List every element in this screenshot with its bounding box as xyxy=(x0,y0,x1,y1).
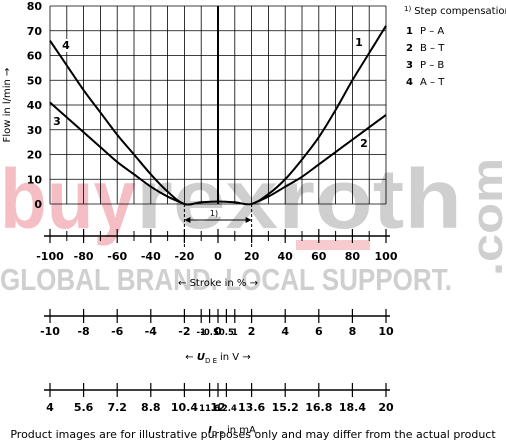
curve xyxy=(49,40,219,206)
watermark-slogan: GLOBAL BRAND. LOCAL SUPPORT. xyxy=(0,262,452,297)
x-axis-label: ← Stroke in % → xyxy=(178,278,258,289)
y-tick-label: 60 xyxy=(27,50,43,63)
x-tick-label: -2 xyxy=(178,325,190,338)
x-tick-label: 20 xyxy=(244,250,260,263)
label-part: in V → xyxy=(220,352,251,363)
legend-number: 2 xyxy=(406,43,413,54)
x-tick-label: 16.8 xyxy=(305,401,332,414)
x-tick-label: 4 xyxy=(46,401,54,414)
label-part: ← xyxy=(185,352,193,363)
legend-marker: 1) xyxy=(404,5,411,13)
legend-number: 1 xyxy=(406,26,413,37)
watermark-brand: rexroth xyxy=(136,152,462,246)
label-subscript: D E xyxy=(205,357,217,365)
x-tick-label: -4 xyxy=(145,325,158,338)
x-tick-label: 12.4 xyxy=(216,404,237,414)
x-tick-label: -0.5 xyxy=(200,328,219,338)
x-tick-label: 7.2 xyxy=(107,401,127,414)
x-tick-label: 6 xyxy=(315,325,323,338)
x-tick-label: 4 xyxy=(281,325,289,338)
curve xyxy=(217,25,387,206)
legend-label: P – A xyxy=(420,26,444,37)
curve xyxy=(251,114,387,205)
x-tick-label: 13.6 xyxy=(238,401,265,414)
x-tick-label: 8.8 xyxy=(141,401,161,414)
y-tick-label: 10 xyxy=(27,173,43,186)
x-tick-label: 1 xyxy=(232,328,238,338)
x-tick-label: 10 xyxy=(378,325,394,338)
x-tick-label: 15.2 xyxy=(272,401,299,414)
curve-label-bg xyxy=(359,137,369,150)
legend-number: 3 xyxy=(406,60,413,71)
y-tick-label: 0 xyxy=(34,198,42,211)
legend-label: B – T xyxy=(420,43,445,54)
curve-label: 1 xyxy=(355,36,363,49)
x-tick-label: 11.6 xyxy=(199,404,220,414)
label-symbol: I xyxy=(208,425,212,436)
x-tick-label: 40 xyxy=(278,250,294,263)
y-tick-label: 50 xyxy=(27,74,43,87)
y-tick-label: 30 xyxy=(27,124,43,137)
x-tick-label: 8 xyxy=(349,325,357,338)
x-tick-label: 60 xyxy=(311,250,327,263)
watermark-bar xyxy=(296,240,370,250)
x-tick-label: -80 xyxy=(74,250,94,263)
curve-label-bg xyxy=(52,115,62,128)
y-tick-label: 20 xyxy=(27,149,43,162)
legend-number: 4 xyxy=(406,77,413,88)
x-tick-label: -100 xyxy=(36,250,64,263)
x-tick-label: 0 xyxy=(214,325,222,338)
x-tick-label: 18.4 xyxy=(339,401,366,414)
label-symbol: U xyxy=(197,352,205,363)
x-tick-label: -10 xyxy=(40,325,60,338)
watermark-domain: .com xyxy=(463,158,506,276)
x-tick-label: 2 xyxy=(248,325,256,338)
label-part: in mA xyxy=(227,425,256,436)
label-subscript: D E xyxy=(212,430,224,438)
x-tick-label: -40 xyxy=(141,250,161,263)
legend-text: Step compensation xyxy=(414,6,506,17)
legend-title: 1) Step compensation xyxy=(404,5,506,17)
x-tick-label: -20 xyxy=(174,250,194,263)
curve xyxy=(49,101,185,205)
curve-label: 3 xyxy=(53,115,61,128)
curve-label-bg xyxy=(61,39,71,52)
watermark-brand: buy xyxy=(0,152,136,246)
x-tick-label: -8 xyxy=(77,325,89,338)
x-tick-label: -60 xyxy=(107,250,127,263)
watermark: buy rexroth GLOBAL BRAND. LOCAL SUPPORT.… xyxy=(0,152,506,297)
x-tick-label: 10.4 xyxy=(171,401,198,414)
x-tick-label: 80 xyxy=(345,250,361,263)
x-tick-label: 5.6 xyxy=(74,401,94,414)
curve-label: 4 xyxy=(62,39,70,52)
x-tick-label: 0 xyxy=(214,250,222,263)
legend-label: P – B xyxy=(420,60,444,71)
curve-label: 2 xyxy=(360,137,368,150)
y-axis-label: Flow in l/min → xyxy=(2,68,13,143)
x-tick-label: 100 xyxy=(375,250,398,263)
x-tick-label: 20 xyxy=(378,401,394,414)
y-tick-label: 80 xyxy=(27,0,43,13)
disclaimer: Product images are for illustrative purp… xyxy=(10,428,496,441)
x-tick-label: 12 xyxy=(210,401,225,414)
x-tick-label: -6 xyxy=(111,325,124,338)
y-tick-label: 70 xyxy=(27,25,43,38)
curve-label-bg xyxy=(354,36,364,49)
annotation: 1) xyxy=(210,209,218,218)
x-tick-label: 0.5 xyxy=(219,328,234,338)
legend-label: A – T xyxy=(420,77,445,88)
x-tick-label: -1 xyxy=(196,328,206,338)
y-tick-label: 40 xyxy=(27,99,43,112)
